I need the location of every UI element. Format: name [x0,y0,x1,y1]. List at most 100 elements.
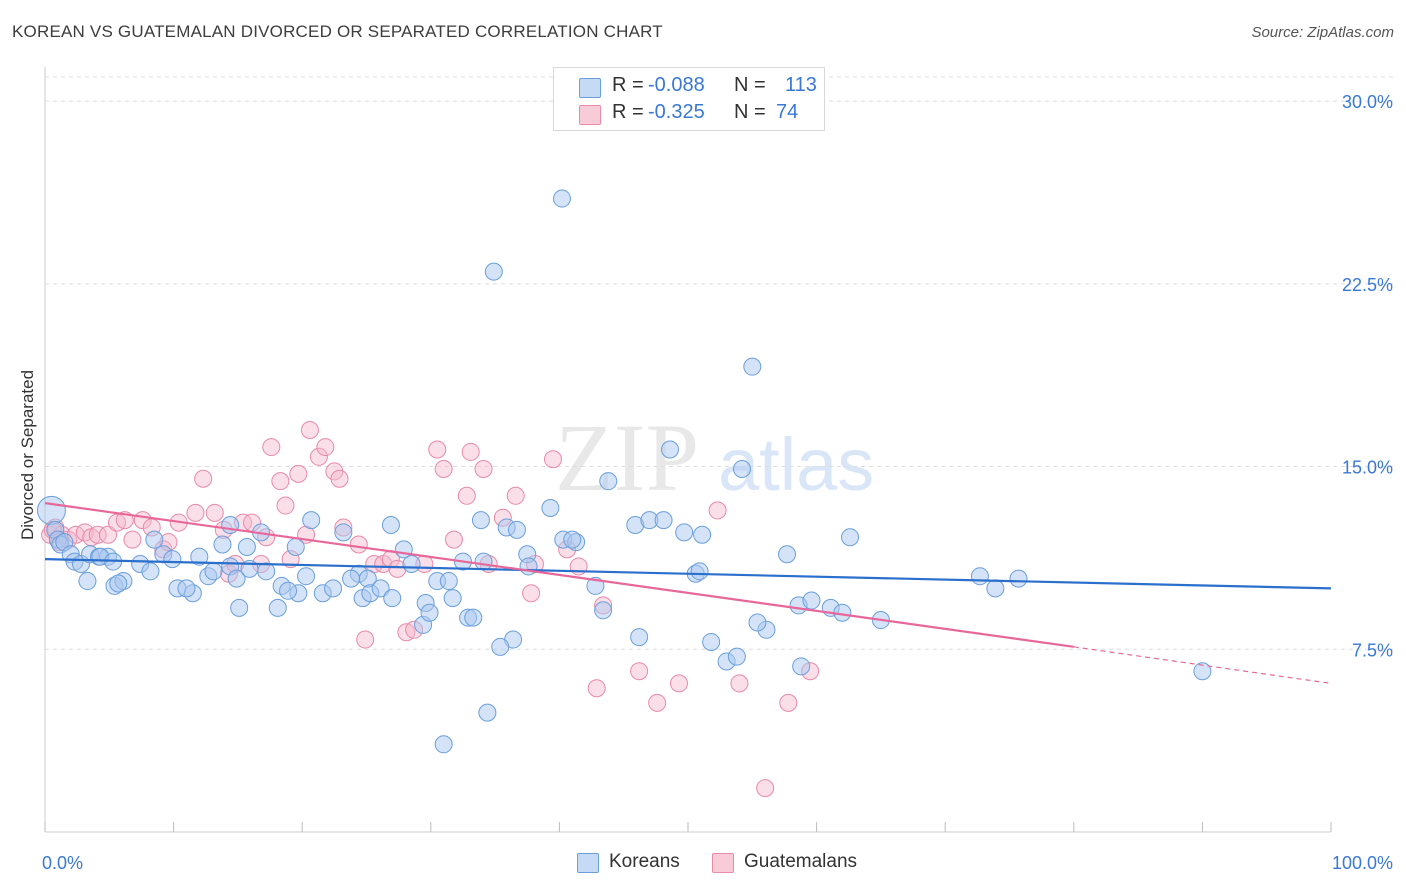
guatemalan-point [276,496,295,515]
chart-title: KOREAN VS GUATEMALAN DIVORCED OR SEPARAT… [12,22,663,41]
korean-point [594,601,613,620]
x-tick-label: 100.0% [1332,853,1393,873]
source-note: Source: ZipAtlas.com [1251,24,1394,41]
guatemalans-swatch [579,105,601,125]
korean-point [727,647,746,666]
korean-point [552,189,571,208]
guatemalan-point [457,486,476,505]
guatemalan-point [708,501,727,520]
guatemalan-point [356,630,375,649]
korean-point [334,523,353,542]
guatemalan-point [444,530,463,549]
guatemalans-n-value: 74 [776,101,799,123]
korean-point [743,357,762,376]
y-tick-label: 7.5% [1352,640,1393,660]
korean-point [383,589,402,608]
guatemalans-trend-line [44,502,1074,648]
guatemalan-point [461,442,480,461]
koreans-legend-swatch [577,853,599,873]
korean-point [109,574,128,593]
korean-point [484,262,503,281]
guatemalan-point [779,693,798,712]
korean-point [1009,569,1028,588]
korean-point [464,608,483,627]
guatemalan-point [474,459,493,478]
korean-point [986,579,1005,598]
koreans-swatch [579,78,601,98]
korean-point [471,511,490,530]
korean-point [286,537,305,556]
koreans-r-value: -0.088 [648,74,705,96]
korean-point [268,598,287,617]
guatemalan-point [669,674,688,693]
guatemalan-point [522,584,541,603]
korean-point [630,628,649,647]
guatemalan-point [587,679,606,698]
korean-point [141,562,160,581]
korean-point [507,520,526,539]
guatemalan-point [428,440,447,459]
korean-point [802,591,821,610]
guatemalan-point [630,662,649,681]
korean-point [690,562,709,581]
korean-point [792,657,811,676]
korean-point [78,572,97,591]
korean-point [841,528,860,547]
guatemalan-point [186,503,205,522]
korean-point [213,535,232,554]
guatemalan-point [543,450,562,469]
korean-point [279,581,298,600]
y-tick-label: 15.0% [1342,458,1393,478]
guatemalan-point [756,779,775,798]
guatemalan-point [506,486,525,505]
guatemalan-point [648,693,667,712]
korean-point [541,498,560,517]
n-label: N = [734,101,766,123]
y-tick-label: 22.5% [1342,275,1393,295]
guatemalan-point [300,421,319,440]
guatemalan-point [289,464,308,483]
korean-point [660,440,679,459]
x-tick-label: 0.0% [42,853,83,873]
korean-point [474,552,493,571]
guatemalan-point [309,447,328,466]
koreans-n-value: 113 [785,74,817,96]
y-axis-label: Divorced or Separated [18,370,37,540]
korean-point [748,613,767,632]
korean-point [491,637,510,656]
guatemalan-point [316,438,335,457]
guatemalan-point [88,525,107,544]
guatemalans-legend-swatch [712,853,734,873]
korean-point [733,459,752,478]
korean-point [324,579,343,598]
korean-point [342,569,361,588]
korean-point [439,572,458,591]
guatemalan-point [730,674,749,693]
n-label: N = [734,74,766,96]
guatemalan-point [330,469,349,488]
guatemalan-point [262,438,281,457]
watermark-zip: ZIP [555,404,699,511]
koreans-legend-label: Koreans [609,851,680,872]
guatemalan-point [123,530,142,549]
koreans-trend-line [44,558,1332,590]
korean-point [563,530,582,549]
korean-point [478,703,497,722]
korean-point [434,735,453,754]
korean-point [36,495,66,525]
guatemalan-point [205,503,224,522]
korean-point [420,603,439,622]
guatemalan-point [349,535,368,554]
guatemalan-point [271,472,290,491]
korean-point [654,511,673,530]
korean-point [402,555,421,574]
korean-point [778,545,797,564]
korean-point [190,547,209,566]
y-tick-label: 30.0% [1342,92,1393,112]
guatemalans-legend-label: Guatemalans [744,851,858,872]
guatemalans-trend-extension [1073,646,1332,684]
korean-point [221,516,240,535]
korean-point [1193,662,1212,681]
korean-point [381,516,400,535]
